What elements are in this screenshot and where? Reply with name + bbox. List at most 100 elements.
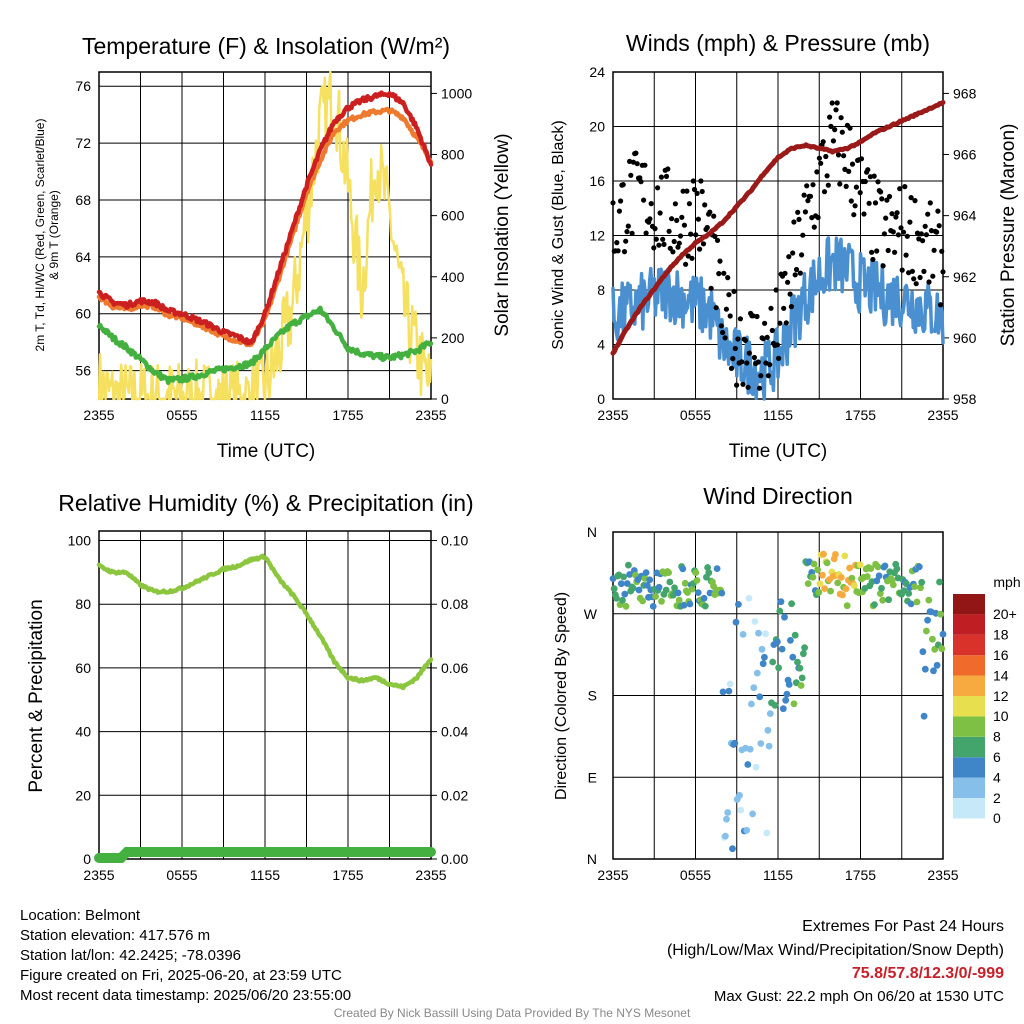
legend-label: 8	[993, 729, 1001, 745]
gust-point	[670, 249, 676, 255]
direction-point	[679, 565, 687, 573]
gust-point	[898, 225, 904, 231]
gust-point	[934, 229, 940, 235]
legend-swatch	[953, 757, 985, 778]
direction-point	[876, 590, 884, 597]
gust-point	[807, 193, 814, 199]
direction-point	[774, 638, 781, 646]
humidity-ytick-left: 60	[75, 660, 91, 676]
direction-point	[924, 616, 931, 624]
gust-point	[695, 216, 702, 222]
humidity-axes: 0 20 40 60 80 100 0.00 0.02 0.04 0.06 0.08 0.10	[68, 530, 468, 867]
legend-swatch	[953, 614, 985, 635]
temperature-xtick: 0555	[166, 407, 197, 423]
direction-xtick: 1155	[763, 867, 793, 883]
direction-point	[751, 618, 759, 625]
direction-point	[610, 585, 618, 593]
extremes-subtitle: (High/Low/Max Wind/Precipitation/Snow De…	[666, 942, 1004, 959]
gust-point	[685, 253, 691, 259]
gust-point	[823, 153, 829, 160]
gust-point	[899, 267, 905, 273]
temp-2m-line	[96, 90, 434, 346]
temperature-xtick: 2355	[415, 407, 446, 423]
direction-point	[823, 559, 831, 567]
direction-point	[613, 594, 620, 602]
gust-point	[870, 256, 876, 263]
gust-point	[725, 275, 731, 281]
winds-ylabel-left: Sonic Wind & Gust (Blue, Black)	[550, 120, 567, 349]
legend-swatch	[953, 634, 985, 656]
direction-point	[622, 602, 630, 610]
gust-point	[841, 153, 847, 159]
winds-ytick-left: 4	[597, 337, 605, 353]
legend-label: 4	[993, 769, 1001, 785]
direction-point	[779, 705, 787, 713]
gust-point	[777, 320, 783, 326]
direction-point	[781, 613, 788, 621]
direction-point	[938, 645, 946, 653]
direction-point	[827, 587, 834, 595]
winds-ytick-right: 958	[953, 391, 977, 407]
gust-point	[829, 100, 835, 106]
gust-point	[883, 215, 889, 221]
gust-point	[824, 173, 830, 179]
direction-point	[875, 572, 883, 580]
direction-point	[867, 565, 875, 572]
gust-point	[675, 244, 681, 250]
direction-point	[775, 664, 782, 672]
humidity-xtick: 2355	[83, 867, 114, 883]
gust-point	[638, 179, 644, 185]
gust-point	[792, 272, 798, 278]
gust-point	[930, 273, 936, 279]
temperature-ylabel-left: 2m T, Td, HI/WC (Red, Green, Scarlet/Blu…	[33, 119, 47, 352]
direction-point	[719, 688, 727, 696]
gust-point	[810, 182, 816, 188]
temperature-ytick-left: 72	[75, 135, 91, 151]
winds-ylabel-right: Station Pressure (Maroon)	[998, 124, 1019, 347]
gust-point	[633, 150, 639, 156]
direction-point	[819, 571, 826, 579]
gust-point	[653, 236, 659, 242]
legend-swatch	[953, 594, 985, 615]
direction-xtick: 1755	[845, 867, 876, 883]
gust-point	[751, 354, 758, 361]
direction-point	[665, 569, 672, 576]
gust-point	[843, 183, 849, 189]
gust-point	[875, 179, 881, 185]
legend-label: 20+	[993, 606, 1017, 622]
winds-xtick: 0555	[680, 407, 711, 423]
gust-point	[918, 231, 924, 237]
gust-point	[857, 190, 863, 196]
gust-point	[931, 247, 937, 253]
gust-point	[925, 211, 931, 217]
direction-point	[789, 653, 797, 661]
gust-point	[926, 279, 932, 285]
temperature-ytick-right: 400	[441, 269, 465, 285]
legend-label: 2	[993, 790, 1001, 806]
gust-point	[820, 139, 826, 145]
gust-point	[834, 100, 840, 106]
direction-point	[674, 589, 682, 597]
direction-point	[879, 596, 887, 604]
direction-point	[652, 593, 659, 600]
gust-point	[878, 189, 884, 195]
gust-point	[620, 182, 626, 188]
gust-point	[776, 355, 782, 361]
direction-point	[815, 588, 823, 596]
gust-point	[727, 313, 733, 319]
humidity-xtick: 1155	[250, 867, 280, 883]
gust-point	[923, 232, 930, 238]
gust-point	[907, 219, 913, 225]
direction-xtick: 0555	[680, 867, 711, 883]
gust-point	[688, 231, 694, 237]
temperature-ytick-left: 76	[75, 78, 91, 94]
gust-point	[728, 365, 735, 371]
direction-point	[757, 740, 765, 747]
direction-point	[763, 829, 771, 837]
gust-point	[816, 155, 823, 161]
gust-point	[755, 359, 761, 365]
pressure-line	[610, 100, 946, 356]
gust-point	[651, 245, 657, 251]
direction-point	[635, 586, 643, 594]
gust-point	[795, 209, 801, 215]
